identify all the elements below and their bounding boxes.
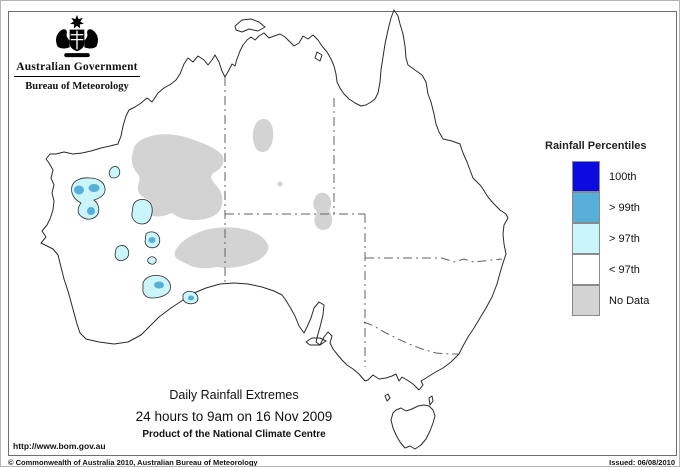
legend-label: > 97th <box>609 233 640 245</box>
coat-of-arms-icon <box>56 14 98 58</box>
legend-rows: 100th > 99th > 97th < 97th No Data <box>572 161 677 317</box>
legend-title: Rainfall Percentiles <box>545 140 647 152</box>
tasmania-coast <box>390 404 436 450</box>
border-nsw-vic <box>363 321 459 355</box>
gt99-core <box>148 237 156 243</box>
gt97-blob <box>131 198 153 225</box>
legend-row: < 97th <box>572 254 677 286</box>
legend-row: No Data <box>572 285 677 317</box>
gt99-core <box>88 184 100 192</box>
gt99-core <box>74 185 84 195</box>
no-data-region-wa-desert <box>131 134 224 221</box>
melville-island <box>234 18 266 33</box>
bom-logo-block: Australian Government Bureau of Meteorol… <box>12 14 142 92</box>
bureau-title: Bureau of Meteorology <box>25 81 129 92</box>
legend-swatch-100th <box>572 161 600 192</box>
king-island <box>384 393 391 402</box>
gt97-blob <box>147 256 157 265</box>
no-data-region-dot <box>277 181 283 187</box>
mainland-coast <box>40 9 509 391</box>
logo-divider <box>14 76 140 77</box>
no-data-region-gvd <box>174 227 269 269</box>
legend-label: < 97th <box>609 264 640 276</box>
government-title: Australian Government <box>16 61 138 73</box>
map-period: 24 hours to 9am on 16 Nov 2009 <box>135 409 333 424</box>
legend-swatch-gt97 <box>572 223 600 254</box>
state-borders <box>224 77 503 367</box>
map-caption: Daily Rainfall Extremes 24 hours to 9am … <box>9 388 459 440</box>
legend-row: > 97th <box>572 223 677 255</box>
legend-label: 100th <box>609 171 637 183</box>
no-data-region-nt <box>252 118 274 153</box>
gt99-core <box>154 281 164 289</box>
gt99-core <box>188 295 194 301</box>
legend-swatch-nodata <box>572 285 600 316</box>
map-frame: Australian Government Bureau of Meteorol… <box>8 9 677 456</box>
map-product-credit: Product of the National Climate Centre <box>142 429 326 440</box>
no-data-region-central <box>313 192 333 230</box>
map-title: Daily Rainfall Extremes <box>169 388 299 402</box>
gt97-blob <box>114 245 130 262</box>
no-data-regions <box>131 118 333 269</box>
bom-url: http://www.bom.gov.au <box>13 441 106 451</box>
legend-swatch-gt99 <box>572 192 600 223</box>
gt97-blob <box>108 166 121 179</box>
gt99-core <box>87 207 95 215</box>
legend-row: 100th <box>572 161 677 193</box>
legend-label: No Data <box>609 295 650 307</box>
copyright-text: © Commonwealth of Australia 2010, Austra… <box>8 458 258 467</box>
legend: Rainfall Percentiles 100th > 99th > 97th… <box>545 140 677 317</box>
legend-label: > 99th <box>609 202 640 214</box>
kangaroo-island <box>305 337 327 346</box>
legend-row: > 99th <box>572 192 677 224</box>
issued-date: Issued: 06/08/2010 <box>609 458 675 467</box>
border-qld-nsw <box>365 257 503 263</box>
flinders-island <box>428 395 434 406</box>
groote-island <box>314 51 323 62</box>
legend-swatch-lt97 <box>572 254 600 285</box>
rainfall-gt99-cores <box>74 184 194 301</box>
coastline <box>40 9 509 450</box>
footer-bar: © Commonwealth of Australia 2010, Austra… <box>8 457 677 467</box>
